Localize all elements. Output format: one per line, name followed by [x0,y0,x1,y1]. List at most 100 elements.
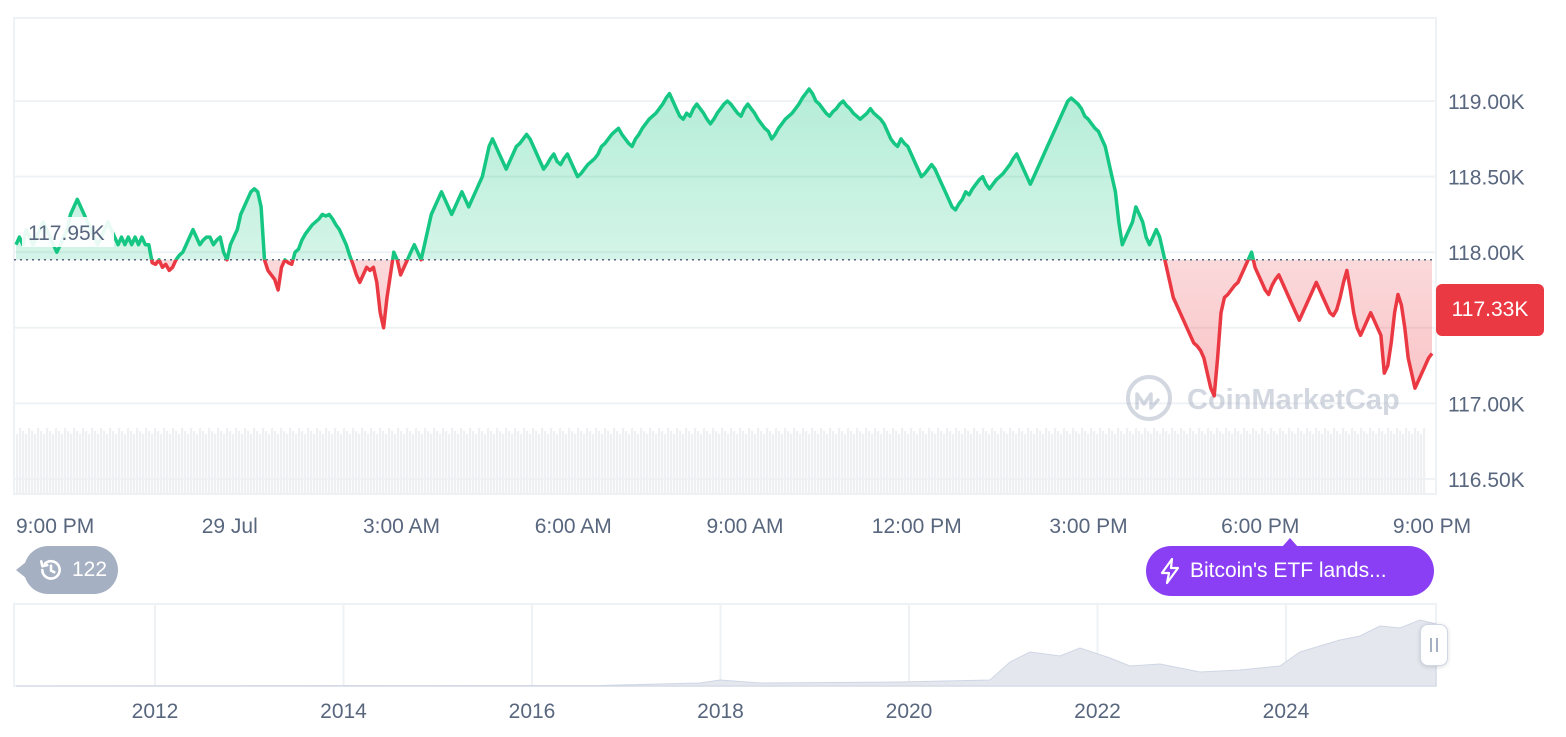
volume-bar [199,428,202,494]
volume-bar [496,428,499,494]
volume-bar [31,431,34,494]
volume-bar [631,428,634,494]
volume-bar [109,428,112,494]
x-tick-label: 29 Jul [202,515,258,538]
volume-bar [100,428,103,494]
volume-bar [82,428,85,494]
navigator-drag-handle[interactable] [1420,624,1448,666]
volume-bar [901,428,904,494]
volume-bar [1339,434,1342,494]
volume-bar [1021,431,1024,494]
volume-bar [607,431,610,494]
history-badge[interactable]: 122 [16,546,118,594]
volume-bar [91,428,94,494]
volume-bar [1174,431,1177,494]
volume-bar [643,431,646,494]
volume-bar [1321,434,1324,494]
volume-bar [190,428,193,494]
volume-bar [208,428,211,494]
volume-bar [1018,428,1021,494]
volume-bar [832,431,835,494]
volume-bar [409,431,412,494]
navigator[interactable]: 2012 2014 2016 2018 2020 2022 2024 [13,603,1437,723]
volume-bar [274,431,277,494]
volume-bar [775,428,778,494]
volume-bar [1015,434,1018,494]
volume-bar [784,428,787,494]
volume-bar [1372,431,1375,494]
volume-bar [466,434,469,494]
volume-bar [1252,428,1255,494]
volume-bar [1237,431,1240,494]
volume-bar [196,434,199,494]
volume-bar [538,434,541,494]
volume-bar [1414,428,1417,494]
volume-bar [871,434,874,494]
volume-bar [670,431,673,494]
volume-bar [811,428,814,494]
volume-bar [391,431,394,494]
volume-bar [319,431,322,494]
volume-bar [247,431,250,494]
volume-bar [721,428,724,494]
volume-bar [1330,434,1333,494]
volume-bar [1360,428,1363,494]
volume-bar [352,428,355,494]
volume-bar [493,434,496,494]
volume-bar [1267,434,1270,494]
news-pill[interactable]: Bitcoin's ETF lands... [1146,538,1434,596]
volume-bar [778,431,781,494]
volume-bar [448,434,451,494]
volume-bar [235,428,238,494]
volume-bar [304,434,307,494]
volume-bar [1159,434,1162,494]
volume-bar [313,434,316,494]
volume-bar [979,434,982,494]
volume-bar [838,428,841,494]
volume-bar [850,431,853,494]
volume-bar [808,434,811,494]
volume-bar [1069,434,1072,494]
volume-bar [1312,434,1315,494]
watermark-text: CoinMarketCap [1187,384,1400,416]
volume-bar [1180,428,1183,494]
volume-bar [1105,434,1108,494]
volume-bar [1168,434,1171,494]
volume-bar [1324,428,1327,494]
volume-bar [463,431,466,494]
volume-bar [1066,431,1069,494]
volume-bar [610,434,613,494]
volume-bar [1369,428,1372,494]
volume-bar [40,431,43,494]
volume-bar [847,428,850,494]
x-tick-label: 3:00 AM [363,515,440,538]
volume-bar [1117,428,1120,494]
volume-bar [1228,431,1231,494]
volume-bar [1366,434,1369,494]
volume-bar [1315,428,1318,494]
volume-bar [172,428,175,494]
volume-bar [712,428,715,494]
volume-bar [763,434,766,494]
volume-bar [988,434,991,494]
volume-bar [1258,434,1261,494]
volume-bar [361,428,364,494]
volume-bar [1303,434,1306,494]
volume-bar [490,431,493,494]
volume-bar [805,431,808,494]
volume-bar [55,428,58,494]
volume-bar [376,434,379,494]
volume-bar [1264,431,1267,494]
volume-bar [868,431,871,494]
volume-bar [499,431,502,494]
volume-bar [742,431,745,494]
volume-bar [757,428,760,494]
volume-bar [253,428,256,494]
volume-bar [571,431,574,494]
volume-bar [223,434,226,494]
y-tick-label: 118.50K [1448,167,1525,190]
volume-bar [145,428,148,494]
volume-bar [259,434,262,494]
